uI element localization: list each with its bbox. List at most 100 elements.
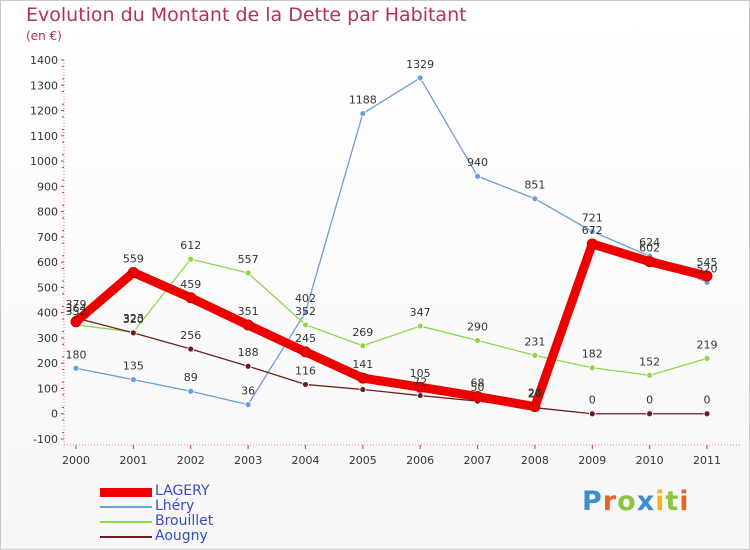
point-aougny xyxy=(359,386,367,393)
point-lagery xyxy=(529,401,541,413)
data-label-lhery: 89 xyxy=(184,371,198,384)
y-tick-label: 900 xyxy=(37,180,58,193)
data-label-lagery: 364 xyxy=(66,302,87,315)
point-lhery xyxy=(359,110,367,117)
legend-label: Lhéry xyxy=(155,498,195,514)
point-lhery xyxy=(244,401,252,409)
data-label-lhery: 1188 xyxy=(349,94,377,107)
point-lhery xyxy=(187,387,195,395)
legend-swatch xyxy=(100,506,152,508)
data-label-aougny: 320 xyxy=(123,313,144,326)
data-label-lhery: 520 xyxy=(697,262,718,275)
point-lagery xyxy=(357,372,369,384)
point-lagery xyxy=(242,319,254,331)
logo-letter: x xyxy=(636,486,656,517)
legend-label: Brouillet xyxy=(155,513,214,529)
x-tick-label: 2002 xyxy=(177,454,205,467)
y-tick-label: 200 xyxy=(37,357,58,370)
logo-letter: t xyxy=(665,486,680,517)
logo-letter: i xyxy=(679,486,690,517)
point-lagery xyxy=(70,316,82,328)
point-lhery xyxy=(72,364,80,372)
x-tick-label: 2001 xyxy=(119,454,147,467)
point-lhery xyxy=(416,74,424,82)
data-label-lagery: 672 xyxy=(582,224,603,237)
point-lagery xyxy=(185,292,197,304)
y-tick-label: 400 xyxy=(37,307,58,320)
y-tick-label: 1000 xyxy=(30,155,58,168)
legend-swatch xyxy=(100,521,152,523)
data-label-brouillet: 352 xyxy=(295,305,316,318)
data-label-lagery: 459 xyxy=(180,278,201,291)
data-label-brouillet: 612 xyxy=(180,239,201,252)
x-tick-label: 2006 xyxy=(406,454,434,467)
series-line-aougny xyxy=(75,317,708,415)
data-label-brouillet: 557 xyxy=(238,253,259,266)
point-lagery xyxy=(586,238,598,250)
y-tick-label: 1100 xyxy=(30,130,58,143)
point-lagery xyxy=(299,346,311,358)
data-label-brouillet: 347 xyxy=(410,306,431,319)
y-tick-label: 500 xyxy=(37,281,58,294)
data-label-lagery: 141 xyxy=(352,358,373,371)
data-label-lagery: 351 xyxy=(238,305,259,318)
axes: -100010020030040050060070080090010001100… xyxy=(30,54,740,467)
data-label-lhery: 402 xyxy=(295,292,316,305)
data-label-brouillet: 352 xyxy=(66,305,87,318)
legend-label: Aougny xyxy=(155,528,208,544)
data-label-lagery: 545 xyxy=(697,256,718,269)
data-label-lagery: 245 xyxy=(295,332,316,345)
point-lagery xyxy=(472,391,484,403)
data-label-aougny: 50 xyxy=(471,381,485,394)
series-layer xyxy=(70,74,713,418)
data-label-brouillet: 290 xyxy=(467,320,488,333)
data-labels-layer: 364 559 459 351 245 141 105 68 28 672 602 545 180 135… xyxy=(66,58,718,407)
data-label-aougny: 0 xyxy=(704,394,711,407)
point-brouillet xyxy=(531,351,539,359)
data-label-brouillet: 219 xyxy=(697,338,718,351)
legend-item-brouillet: Brouillet xyxy=(100,513,320,529)
data-label-lhery: 851 xyxy=(524,179,545,192)
point-brouillet xyxy=(244,269,252,277)
legend-item-aougny: Aougny xyxy=(100,528,320,544)
y-tick-label: 1400 xyxy=(30,54,58,67)
data-label-aougny: 72 xyxy=(413,376,427,389)
proxiti-logo: Proxiti xyxy=(582,486,690,517)
point-lhery xyxy=(474,172,481,180)
x-tick-label: 2007 xyxy=(464,454,492,467)
x-tick-label: 2010 xyxy=(636,454,664,467)
point-aougny xyxy=(646,410,654,418)
point-brouillet xyxy=(359,342,367,350)
point-brouillet xyxy=(588,364,596,372)
point-lagery xyxy=(127,266,139,278)
data-label-aougny: 256 xyxy=(180,329,201,342)
data-label-lagery: 559 xyxy=(123,252,144,265)
y-tick-label: -100 xyxy=(33,433,58,446)
logo-letter: o xyxy=(617,486,637,517)
chart-subtitle: (en €) xyxy=(26,29,62,43)
point-aougny xyxy=(302,381,309,388)
data-label-lhery: 36 xyxy=(241,385,255,398)
y-tick-label: 1200 xyxy=(30,105,58,118)
point-brouillet xyxy=(416,322,424,330)
y-tick-label: 700 xyxy=(37,231,58,244)
x-tick-label: 2004 xyxy=(291,454,319,467)
legend-item-lhery: Lhéry xyxy=(100,498,320,514)
point-aougny xyxy=(588,410,596,418)
data-label-lhery: 721 xyxy=(582,212,603,225)
legend-swatch xyxy=(100,536,152,538)
data-label-lagery: 68 xyxy=(471,377,485,390)
y-tick-label: 600 xyxy=(37,256,58,269)
point-aougny xyxy=(416,392,424,399)
data-label-aougny: 188 xyxy=(238,346,259,359)
data-label-lagery: 105 xyxy=(410,367,431,380)
point-lhery xyxy=(302,308,309,316)
y-tick-label: 300 xyxy=(37,332,58,345)
data-label-lagery: 28 xyxy=(528,387,542,400)
data-label-lhery: 940 xyxy=(467,156,488,169)
data-label-brouillet: 152 xyxy=(639,355,660,368)
legend-item-lagery: LAGERY xyxy=(100,483,320,499)
data-label-aougny: 0 xyxy=(589,394,596,407)
series-line-brouillet xyxy=(75,258,708,376)
